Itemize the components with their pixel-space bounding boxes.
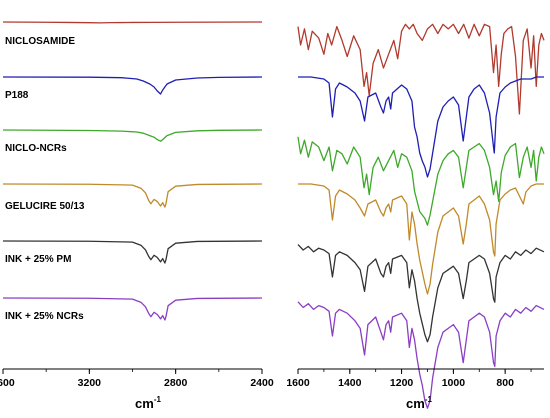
left-panel: 3600 3200 2800 2400 NICLOSAMIDE P188 NICLO-NCR… bbox=[0, 21, 274, 389]
spectrum-ink-25-ncrs-right bbox=[297, 301, 545, 409]
axis-title-unit: cm bbox=[406, 396, 425, 411]
x-tick-label-left-3200: 3200 bbox=[78, 377, 102, 389]
spectrum-p188-left bbox=[2, 76, 263, 95]
x-tick-label-right-1000: 1000 bbox=[442, 377, 466, 389]
sample-label-ink-25-pm: INK + 25% PM bbox=[5, 254, 71, 265]
x-tick-label-right-800: 800 bbox=[496, 377, 514, 389]
spectrum-niclosamide-left bbox=[2, 21, 263, 24]
spectrum-niclo-ncrs-right bbox=[297, 136, 545, 226]
x-tick-label-left-3600: 3600 bbox=[0, 377, 15, 389]
sample-label-ink-25-ncrs: INK + 25% NCRs bbox=[5, 311, 84, 322]
spectrum-gelucire-50-13-left bbox=[2, 183, 263, 208]
spectrum-ink-25-pm-left bbox=[2, 240, 263, 264]
spectrum-gelucire-50-13-right bbox=[298, 183, 544, 295]
x-axis-title-right: cm-1 bbox=[406, 395, 432, 411]
x-tick-label-right-1600: 1600 bbox=[286, 377, 310, 389]
spectrum-ink-25-ncrs-left bbox=[2, 297, 263, 321]
right-panel: 1600 1400 1200 1000 800 bbox=[286, 23, 545, 409]
spectrum-p188-right bbox=[298, 76, 544, 178]
axis-title-unit: cm bbox=[135, 396, 154, 411]
x-tick-label-right-1400: 1400 bbox=[338, 377, 362, 389]
sample-label-p188: P188 bbox=[5, 90, 29, 101]
axis-title-superscript: -1 bbox=[425, 395, 433, 404]
sample-label-gelucire-50-13: GELUCIRE 50/13 bbox=[5, 201, 85, 212]
x-tick-label-right-1200: 1200 bbox=[390, 377, 414, 389]
x-tick-label-left-2800: 2800 bbox=[164, 377, 188, 389]
sample-label-niclo-ncrs: NICLO-NCRs bbox=[5, 143, 67, 154]
x-tick-label-left-2400: 2400 bbox=[250, 377, 274, 389]
spectrum-niclosamide-right bbox=[297, 23, 545, 115]
axis-title-superscript: -1 bbox=[154, 395, 162, 404]
sample-label-niclosamide: NICLOSAMIDE bbox=[5, 36, 75, 47]
spectrum-ink-25-pm-right bbox=[297, 244, 545, 343]
x-axis-title-left: cm-1 bbox=[135, 395, 161, 411]
spectrum-niclo-ncrs-left bbox=[2, 129, 263, 142]
